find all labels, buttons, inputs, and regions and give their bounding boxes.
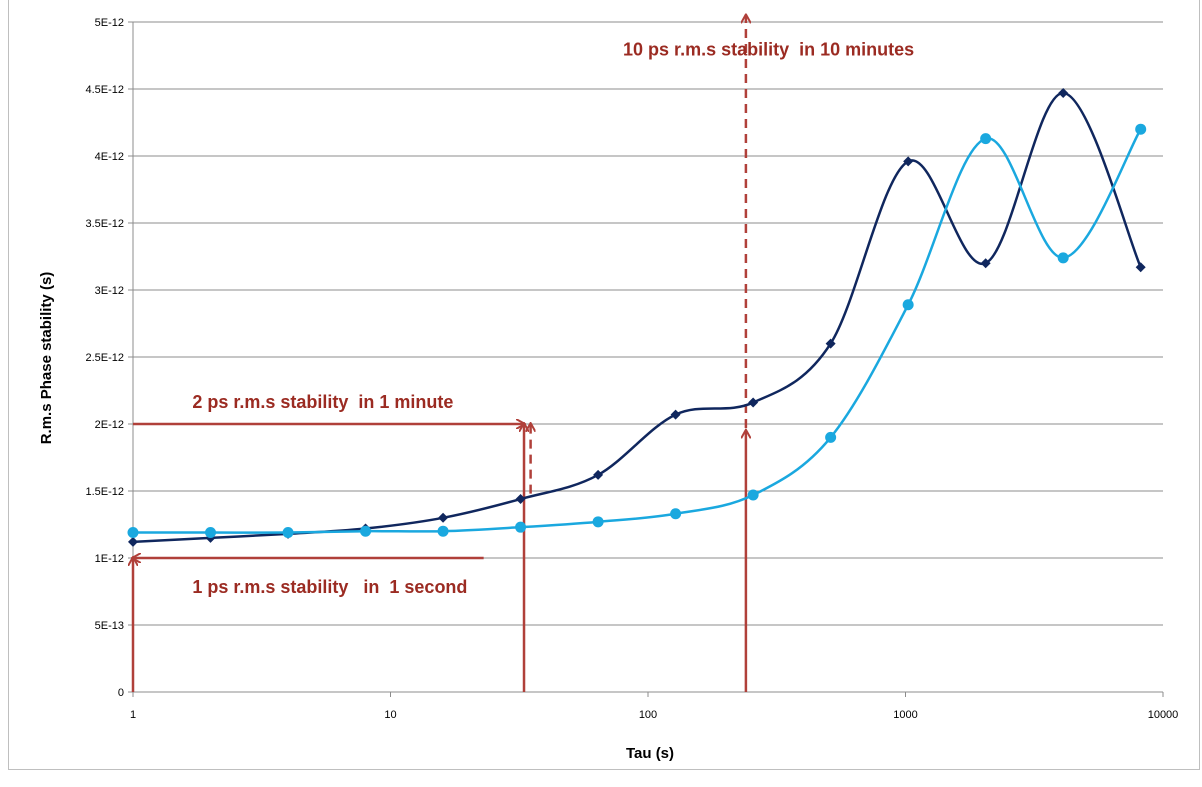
series-1-point (903, 156, 914, 167)
series-1-point (825, 338, 836, 349)
series-2-point (1057, 252, 1069, 264)
annotation-text: 1 ps r.m.s stability in 1 second (192, 577, 467, 597)
y-tick-label: 3.5E-12 (85, 218, 124, 230)
y-tick-label: 4.5E-12 (85, 84, 124, 96)
series-line-1 (132, 91, 1142, 544)
y-axis-title: R.m.s Phase stability (s) (38, 272, 55, 445)
series-2-point (127, 527, 139, 539)
series-2-point (747, 489, 759, 501)
y-tick-label: 1E-12 (95, 553, 124, 565)
series (127, 88, 1147, 547)
series-2-point (902, 299, 914, 311)
y-tick-label: 2.5E-12 (85, 352, 124, 364)
y-tick-label: 4E-12 (95, 151, 124, 163)
x-tick-label: 1000 (893, 709, 917, 721)
annotation-text: 10 ps r.m.s stability in 10 minutes (623, 40, 914, 60)
series-1-point (593, 469, 604, 480)
series-1-point (980, 258, 991, 269)
series-2-point (825, 431, 837, 443)
series-1-point (128, 536, 138, 547)
series-2-point (592, 516, 604, 528)
series-2-point (205, 527, 217, 539)
series-2-point (437, 525, 449, 537)
series-1-point (1135, 262, 1146, 273)
series-2-point (515, 521, 527, 533)
y-tick-label: 1.5E-12 (85, 486, 124, 498)
series-line-2 (133, 128, 1142, 534)
x-tick-label: 1 (130, 709, 136, 721)
series-2-point (360, 525, 372, 537)
series-2-point (980, 133, 992, 145)
annotations: 10 ps r.m.s stability in 10 minutes 2 ps … (192, 40, 914, 597)
x-axis-title: Tau (s) (626, 745, 674, 762)
x-tick-label: 100 (639, 709, 657, 721)
series-1-point (515, 494, 526, 505)
y-tick-label: 5E-13 (95, 620, 124, 632)
series-2-point (670, 508, 682, 520)
y-tick-label: 2E-12 (95, 419, 124, 431)
annotation-text: 2 ps r.m.s stability in 1 minute (192, 392, 453, 412)
y-tick-label: 5E-12 (95, 17, 124, 29)
y-tick-label: 3E-12 (95, 285, 124, 297)
series-1-point (748, 397, 759, 408)
axes: 0 5E-13 1E-12 1.5E-12 2E-12 2.5E-12 3E-12 3.5E-… (85, 17, 1178, 721)
y-tick-label: 0 (118, 687, 124, 699)
series-1-point (1058, 88, 1069, 99)
x-tick-label: 10 (384, 709, 396, 721)
series-2-point (1135, 123, 1147, 135)
chart-frame (8, 0, 1200, 770)
series-2-point (282, 527, 294, 539)
x-tick-label: 10000 (1148, 709, 1179, 721)
annotation-arrows (133, 15, 746, 692)
series-1-point (438, 512, 449, 523)
series-1-point (670, 409, 681, 420)
